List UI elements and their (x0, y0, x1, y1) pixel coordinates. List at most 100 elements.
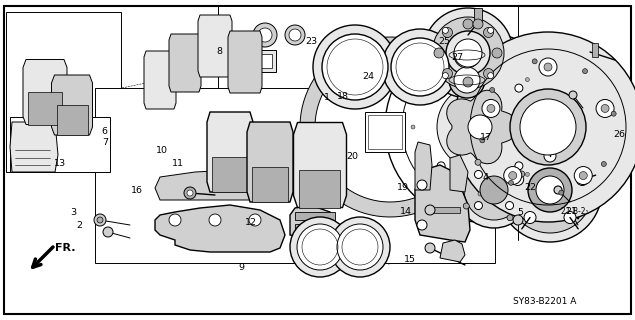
Circle shape (480, 176, 508, 204)
Text: 11: 11 (172, 159, 184, 168)
Circle shape (525, 78, 530, 82)
Circle shape (611, 111, 616, 116)
Circle shape (258, 28, 272, 42)
Circle shape (431, 172, 434, 176)
Circle shape (385, 32, 575, 222)
Bar (295, 224, 335, 232)
Text: 13: 13 (54, 159, 67, 168)
Circle shape (443, 73, 448, 79)
Bar (218, 6, 518, 113)
Polygon shape (247, 122, 293, 202)
Circle shape (524, 212, 536, 223)
Circle shape (437, 162, 445, 170)
Circle shape (475, 159, 481, 165)
Circle shape (454, 67, 480, 93)
Circle shape (507, 147, 593, 233)
Circle shape (569, 91, 577, 99)
Circle shape (515, 84, 523, 92)
Polygon shape (446, 90, 518, 164)
Polygon shape (293, 123, 347, 207)
Polygon shape (10, 122, 58, 172)
Text: 20: 20 (347, 152, 358, 161)
Circle shape (253, 23, 277, 47)
Bar (474, 8, 482, 24)
Text: 10: 10 (156, 146, 168, 155)
Circle shape (169, 214, 181, 226)
Circle shape (520, 99, 576, 155)
Polygon shape (57, 105, 88, 135)
Text: 15: 15 (404, 255, 415, 264)
Text: 5: 5 (518, 208, 524, 217)
Circle shape (498, 138, 602, 242)
Polygon shape (252, 167, 288, 202)
Text: 9: 9 (238, 263, 244, 272)
Text: SY83-B2201 A: SY83-B2201 A (513, 298, 577, 307)
Circle shape (574, 166, 592, 185)
Circle shape (437, 84, 523, 170)
Polygon shape (212, 157, 248, 192)
Polygon shape (28, 92, 62, 124)
Polygon shape (155, 170, 275, 200)
Circle shape (330, 217, 390, 277)
Circle shape (554, 186, 562, 194)
Circle shape (601, 104, 609, 112)
Polygon shape (450, 155, 468, 192)
Circle shape (504, 166, 522, 185)
Text: 25: 25 (439, 37, 450, 46)
Bar (432, 207, 460, 213)
Polygon shape (228, 31, 262, 93)
Circle shape (512, 173, 524, 186)
Circle shape (544, 63, 552, 71)
Circle shape (446, 31, 490, 75)
Text: 19: 19 (398, 183, 409, 192)
Polygon shape (23, 60, 67, 124)
Circle shape (564, 212, 576, 223)
Text: 18: 18 (337, 92, 349, 100)
Circle shape (437, 84, 445, 92)
Circle shape (184, 187, 196, 199)
Text: 21: 21 (566, 207, 577, 216)
Circle shape (532, 59, 537, 64)
Circle shape (478, 192, 482, 196)
Circle shape (456, 152, 532, 228)
Circle shape (449, 37, 485, 73)
Circle shape (480, 138, 485, 143)
Circle shape (559, 190, 564, 195)
Circle shape (513, 215, 523, 225)
Text: 6: 6 (102, 127, 108, 136)
Polygon shape (290, 205, 335, 240)
Polygon shape (207, 112, 253, 192)
Text: 8: 8 (216, 47, 222, 56)
Circle shape (417, 220, 427, 230)
Polygon shape (300, 37, 474, 217)
Text: FR.: FR. (55, 243, 76, 253)
Polygon shape (144, 51, 176, 109)
Bar (368, 115, 402, 149)
Circle shape (297, 224, 343, 270)
Circle shape (454, 39, 482, 67)
Circle shape (473, 19, 483, 29)
Circle shape (322, 34, 388, 100)
Circle shape (539, 58, 557, 76)
Circle shape (443, 28, 448, 33)
Circle shape (103, 227, 113, 237)
Circle shape (463, 77, 473, 87)
Circle shape (483, 68, 493, 78)
Circle shape (425, 205, 435, 215)
Circle shape (391, 38, 449, 96)
Circle shape (545, 125, 549, 129)
Circle shape (411, 125, 415, 129)
Polygon shape (415, 165, 470, 242)
Circle shape (492, 48, 502, 58)
Circle shape (515, 162, 523, 170)
Bar (295, 212, 335, 220)
Circle shape (434, 48, 444, 58)
Circle shape (544, 150, 556, 162)
Bar (6, 12, 121, 172)
Circle shape (579, 172, 587, 180)
Circle shape (449, 62, 485, 98)
Text: 4: 4 (483, 173, 489, 182)
Polygon shape (440, 240, 465, 262)
Circle shape (482, 100, 500, 117)
Circle shape (290, 217, 350, 277)
